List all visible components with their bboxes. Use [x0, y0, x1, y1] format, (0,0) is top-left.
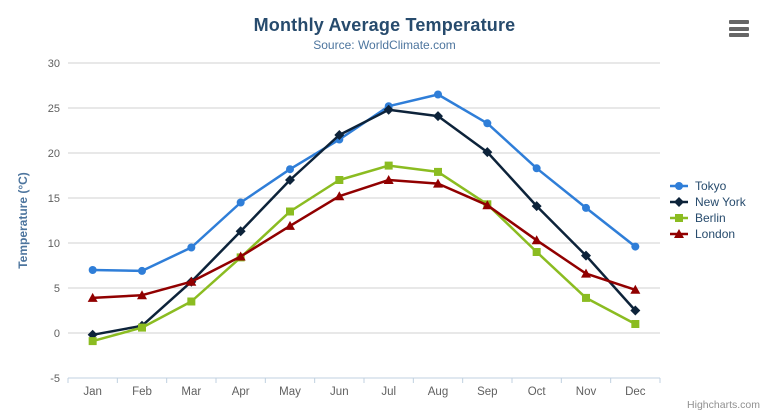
point-london-mar[interactable]: [186, 276, 197, 286]
point-berlin-jun[interactable]: [335, 176, 344, 184]
y-axis-title: Temperature (°C): [16, 172, 30, 269]
point-london-jun[interactable]: [334, 191, 345, 201]
y-tick-label: 30: [48, 58, 60, 70]
point-tokyo-oct[interactable]: [532, 164, 541, 173]
legend-item-tokyo[interactable]: Tokyo: [670, 178, 746, 194]
x-tick-label: Jan: [83, 386, 102, 398]
x-tick-label: Dec: [625, 386, 646, 398]
point-london-sep[interactable]: [482, 200, 493, 210]
point-new-york-nov[interactable]: [581, 250, 591, 261]
legend-marker-square-icon: [670, 214, 688, 222]
point-new-york-dec[interactable]: [630, 305, 641, 316]
y-tick-label: 0: [54, 328, 60, 340]
point-berlin-jan[interactable]: [88, 337, 97, 346]
point-tokyo-dec[interactable]: [631, 242, 640, 251]
x-tick-label: Jul: [381, 386, 396, 398]
legend-marker-diamond-icon: [670, 197, 688, 207]
legend-item-label: New York: [695, 195, 746, 209]
point-new-york-oct[interactable]: [531, 201, 542, 212]
legend-item-berlin[interactable]: Berlin: [670, 210, 746, 226]
x-tick-label: Aug: [428, 386, 448, 398]
point-berlin-dec[interactable]: [631, 320, 640, 328]
point-london-apr[interactable]: [235, 251, 246, 261]
x-tick-label: May: [279, 386, 301, 398]
point-berlin-oct[interactable]: [532, 248, 541, 256]
point-tokyo-may[interactable]: [286, 165, 294, 174]
y-tick-label: -5: [50, 373, 60, 385]
point-london-may[interactable]: [285, 220, 295, 230]
point-berlin-jul[interactable]: [384, 161, 393, 170]
x-tick-label: Feb: [132, 386, 152, 398]
x-axis: Jan Feb Mar Apr May Jun Jul Aug Sep Oct Nov Dec: [67, 377, 661, 398]
point-berlin-nov[interactable]: [582, 293, 590, 302]
point-london-oct[interactable]: [531, 235, 542, 245]
point-tokyo-feb[interactable]: [138, 266, 146, 275]
point-tokyo-nov[interactable]: [582, 203, 590, 212]
x-tick-label: Mar: [181, 386, 201, 398]
x-tick-label: Jun: [330, 386, 349, 398]
series-new-york[interactable]: [87, 104, 641, 340]
legend-marker-triangle-icon: [670, 229, 688, 238]
point-london-aug[interactable]: [433, 178, 443, 188]
point-new-york-apr[interactable]: [235, 226, 246, 237]
y-tick-label: 10: [48, 238, 60, 250]
point-tokyo-mar[interactable]: [187, 243, 196, 252]
y-tick-label: 20: [48, 148, 60, 160]
point-tokyo-jan[interactable]: [88, 266, 97, 274]
y-tick-label: 25: [48, 103, 60, 115]
legend-item-new-york[interactable]: New York: [670, 194, 746, 210]
point-new-york-sep[interactable]: [482, 147, 493, 158]
point-london-jan[interactable]: [87, 292, 98, 302]
point-new-york-may[interactable]: [285, 175, 295, 185]
series-london[interactable]: [87, 175, 641, 302]
x-tick-label: Sep: [477, 386, 497, 398]
x-tick-label: Nov: [576, 386, 597, 398]
y-grid: 30 25 20 15 10 5 0 -5: [48, 58, 660, 385]
y-tick-label: 15: [48, 193, 60, 205]
series-tokyo[interactable]: [88, 90, 640, 275]
legend-item-label: Tokyo: [695, 179, 727, 193]
point-new-york-jul[interactable]: [383, 104, 394, 115]
chart-subtitle: Source: WorldClimate.com: [313, 38, 456, 52]
point-berlin-feb[interactable]: [138, 323, 146, 332]
legend-item-label: London: [695, 227, 736, 241]
point-berlin-aug[interactable]: [434, 167, 442, 176]
chart-title: Monthly Average Temperature: [253, 15, 516, 35]
legend-item-label: Berlin: [695, 211, 726, 225]
context-menu-button[interactable]: [728, 19, 750, 38]
point-new-york-aug[interactable]: [433, 111, 443, 122]
x-tick-label: Oct: [528, 386, 547, 398]
point-london-nov[interactable]: [581, 268, 591, 278]
x-tick-label: Apr: [232, 386, 250, 398]
point-london-dec[interactable]: [630, 284, 641, 294]
legend: Tokyo New York Berlin London: [670, 178, 746, 242]
point-berlin-may[interactable]: [286, 207, 294, 216]
point-london-jul[interactable]: [383, 175, 394, 184]
legend-marker-circle-icon: [670, 182, 688, 190]
point-new-york-jun[interactable]: [334, 130, 345, 140]
y-tick-label: 5: [54, 283, 60, 295]
point-london-feb[interactable]: [137, 290, 147, 300]
point-berlin-mar[interactable]: [187, 297, 196, 306]
legend-item-london[interactable]: London: [670, 226, 746, 242]
point-tokyo-sep[interactable]: [483, 119, 492, 128]
highcharts-credit[interactable]: Highcharts.com: [687, 399, 760, 411]
point-tokyo-aug[interactable]: [434, 90, 442, 99]
point-tokyo-apr[interactable]: [236, 198, 245, 207]
